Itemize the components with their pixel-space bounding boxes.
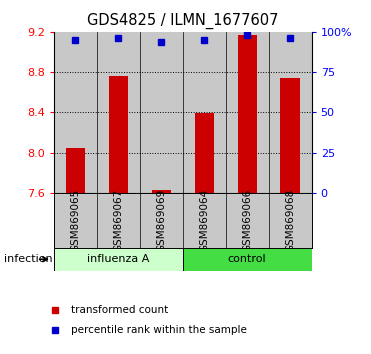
Bar [109,76,128,193]
Bar [226,32,269,193]
Text: GSM869066: GSM869066 [242,189,252,252]
Text: GSM869064: GSM869064 [199,189,209,252]
Bar [66,148,85,193]
Text: transformed count: transformed count [71,305,168,315]
Text: GSM869068: GSM869068 [285,189,295,252]
Bar [54,32,97,193]
Text: control: control [228,254,266,264]
Text: GSM869067: GSM869067 [113,189,123,252]
Text: influenza A: influenza A [87,254,150,264]
Bar [183,248,312,271]
Bar [183,32,226,193]
Text: percentile rank within the sample: percentile rank within the sample [71,325,247,336]
Bar [194,113,214,193]
Bar [54,248,183,271]
Bar [280,78,300,193]
Text: infection: infection [4,254,52,264]
Bar [97,32,140,193]
Title: GDS4825 / ILMN_1677607: GDS4825 / ILMN_1677607 [87,13,279,29]
Bar [237,35,257,193]
Bar [152,190,171,193]
Text: GSM869065: GSM869065 [70,189,80,252]
Text: GSM869069: GSM869069 [156,189,166,252]
Bar [140,32,183,193]
Bar [269,32,312,193]
